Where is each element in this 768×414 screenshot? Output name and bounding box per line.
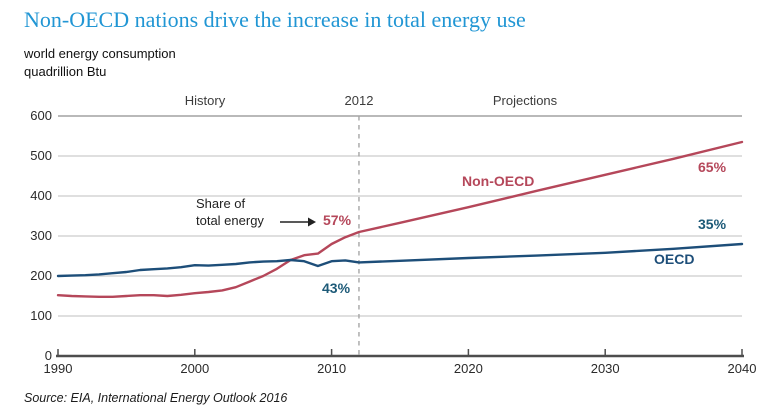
x-tick-label: 2040 — [727, 361, 757, 376]
share-35-label: 35% — [698, 216, 727, 232]
y-tick-label: 600 — [30, 108, 52, 123]
share-57-label: 57% — [323, 212, 352, 228]
y-tick-label: 200 — [30, 268, 52, 283]
header-projections-label: Projections — [492, 93, 558, 108]
nonoecd-series-label: Non-OECD — [462, 173, 535, 189]
series-line-oecd — [56, 242, 744, 278]
arrow-right-icon — [280, 217, 316, 227]
x-tick-label: 2000 — [180, 361, 210, 376]
source-note: Source: EIA, International Energy Outloo… — [24, 391, 288, 405]
oecd-series-label: OECD — [654, 251, 695, 267]
series-line-nonoecd — [56, 140, 744, 298]
header-history-label: History — [184, 93, 226, 108]
page-title: Non-OECD nations drive the increase in t… — [24, 7, 526, 32]
x-tick-label: 2010 — [317, 361, 347, 376]
subtitle-line1: world energy consumption — [24, 46, 176, 61]
y-tick-label: 300 — [30, 228, 52, 243]
subtitle-line2: quadrillion Btu — [24, 64, 107, 79]
share-annotation-line1: Share of — [196, 196, 246, 211]
y-tick-label: 400 — [30, 188, 52, 203]
x-tick-label: 2020 — [453, 361, 483, 376]
header-2012-label: 2012 — [344, 93, 374, 108]
share-annotation-line2: total energy — [196, 213, 264, 228]
share-65-label: 65% — [698, 159, 727, 175]
y-tick-label: 100 — [30, 308, 52, 323]
x-tick-label: 1990 — [43, 361, 73, 376]
y-tick-label: 500 — [30, 148, 52, 163]
y-tick-label: 0 — [44, 348, 52, 363]
x-tick-label: 2030 — [590, 361, 620, 376]
share-43-label: 43% — [322, 280, 351, 296]
